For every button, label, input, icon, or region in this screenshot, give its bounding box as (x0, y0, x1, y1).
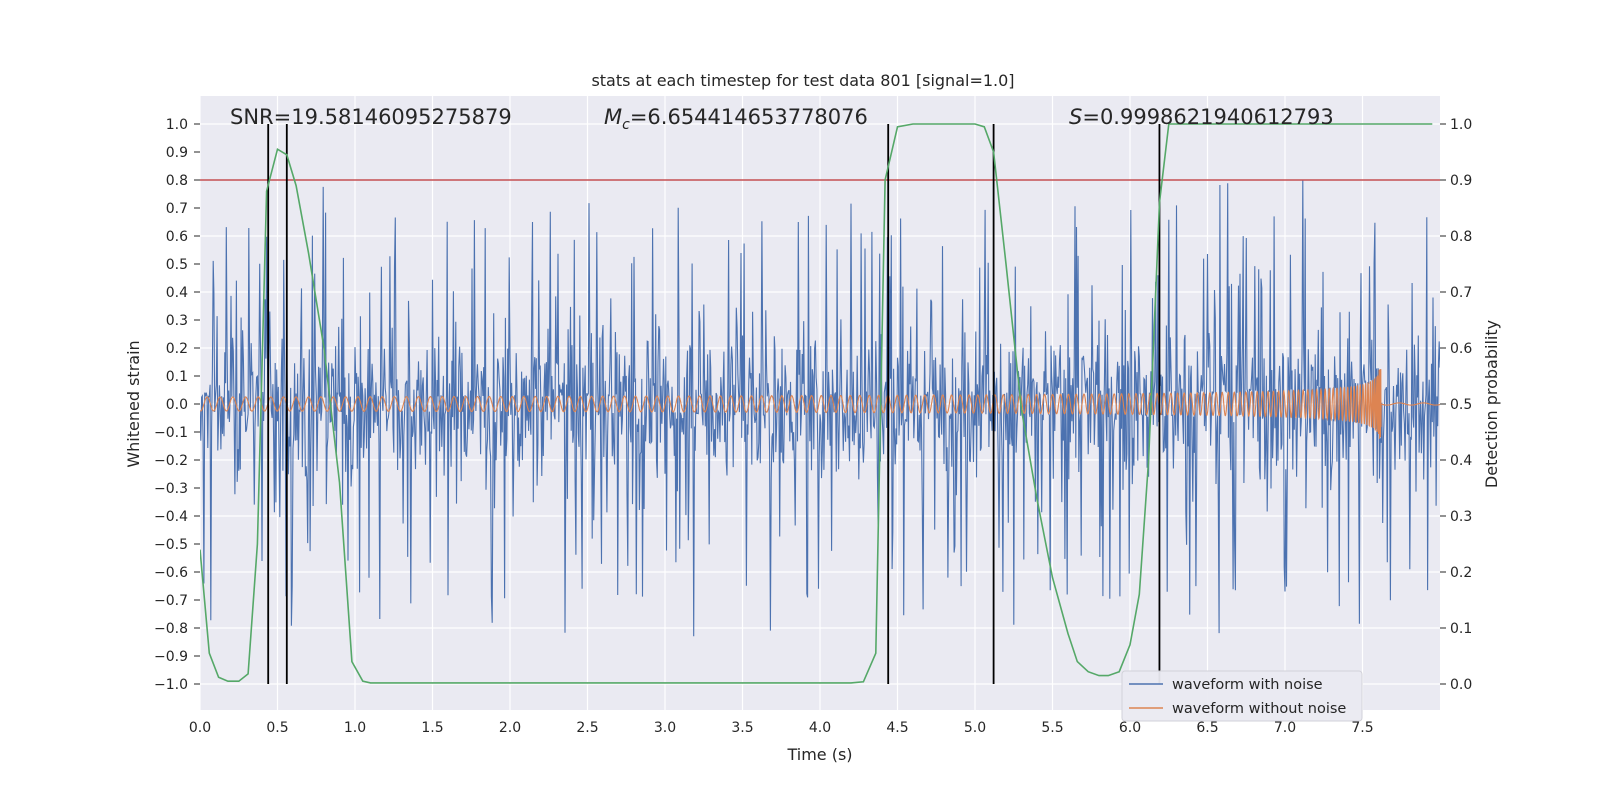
x-tick-label: 0.0 (189, 720, 211, 736)
data-layer (200, 123, 1440, 684)
y-right-tick-label: 0.7 (1450, 285, 1472, 301)
x-tick-label: 7.5 (1351, 720, 1373, 736)
y-left-tick-label: 0.9 (166, 145, 188, 161)
series-detection-probability (200, 123, 1433, 684)
x-tick-label: 5.5 (1041, 720, 1063, 736)
y-left-tick-label: 0.4 (166, 285, 188, 301)
y-left-tick-label: 1.0 (166, 117, 188, 133)
x-tick-label: 6.5 (1196, 720, 1218, 736)
x-tick-label: 1.0 (344, 720, 366, 736)
x-tick-label: 2.0 (499, 720, 521, 736)
y-right-tick-label: 0.4 (1450, 453, 1472, 469)
legend-label-clean: waveform without noise (1172, 701, 1346, 717)
snr-annotation: SNR=19.58146095275879 (230, 105, 512, 129)
y-right-tick-label: 0.2 (1450, 565, 1472, 581)
y-left-tick-label: 0.7 (166, 201, 188, 217)
y-left-tick-label: −0.7 (154, 593, 188, 609)
x-tick-label: 5.0 (964, 720, 986, 736)
chart-title: stats at each timestep for test data 801… (591, 71, 1014, 90)
x-tick-label: 3.0 (654, 720, 676, 736)
legend-label-noise: waveform with noise (1172, 677, 1323, 693)
x-tick-label: 1.5 (421, 720, 443, 736)
x-tick-label: 0.5 (266, 720, 288, 736)
x-tick-label: 3.5 (731, 720, 753, 736)
y-left-tick-label: 0.6 (166, 229, 188, 245)
y-right-tick-label: 0.5 (1450, 397, 1472, 413)
y-right-tick-label: 0.1 (1450, 621, 1472, 637)
y-left-tick-label: −0.5 (154, 537, 188, 553)
score-annotation: S=0.9998621940612793 (1069, 105, 1334, 129)
annotations: SNR=19.58146095275879 Mc=6.6544146537780… (230, 105, 1334, 133)
y-right-tick-label: 0.6 (1450, 341, 1472, 357)
x-tick-label: 7.0 (1274, 720, 1296, 736)
y-left-tick-label: −0.2 (154, 453, 188, 469)
y-left-tick-label: 0.8 (166, 173, 188, 189)
y-left-tick-label: −1.0 (154, 677, 188, 693)
y-left-tick-label: −0.8 (154, 621, 188, 637)
y-left-tick-label: 0.5 (166, 257, 188, 273)
y-left-tick-label: −0.6 (154, 565, 188, 581)
x-tick-label: 6.0 (1119, 720, 1141, 736)
y-right-tick-label: 1.0 (1450, 117, 1472, 133)
y-right-tick-label: 0.8 (1450, 229, 1472, 245)
y-right-tick-label: 0.0 (1450, 677, 1472, 693)
y-right-tick-label: 0.3 (1450, 509, 1472, 525)
legend-box (1121, 670, 1363, 722)
x-tick-label: 2.5 (576, 720, 598, 736)
ticks: 0.0 0.5 1.0 1.5 2.0 2.5 3.0 3.5 4.0 4.5 5.0 5.5 6.0 6… (154, 117, 1472, 736)
series-waveform-without-noise (200, 369, 1440, 439)
x-tick-label: 4.0 (809, 720, 831, 736)
x-tick-label: 4.5 (886, 720, 908, 736)
series-waveform-with-noise (200, 179, 1440, 637)
y-left-tick-label: −0.9 (154, 649, 188, 665)
y-left-tick-label: −0.1 (154, 425, 188, 441)
chirp-mass-annotation: Mc=6.654414653778076 (604, 105, 868, 133)
legend: waveform with noise waveform without noi… (1121, 670, 1363, 722)
y-axis-label-left: Whitened strain (124, 340, 143, 467)
x-axis-label: Time (s) (786, 745, 852, 764)
y-right-tick-label: 0.9 (1450, 173, 1472, 189)
y-left-tick-label: 0.0 (166, 397, 188, 413)
y-left-tick-label: −0.3 (154, 481, 188, 497)
y-left-tick-label: 0.1 (166, 369, 188, 385)
y-axis-label-right: Detection probability (1482, 320, 1501, 488)
y-left-tick-label: 0.3 (166, 313, 188, 329)
y-left-tick-label: 0.2 (166, 341, 188, 357)
y-left-tick-label: −0.4 (154, 509, 188, 525)
